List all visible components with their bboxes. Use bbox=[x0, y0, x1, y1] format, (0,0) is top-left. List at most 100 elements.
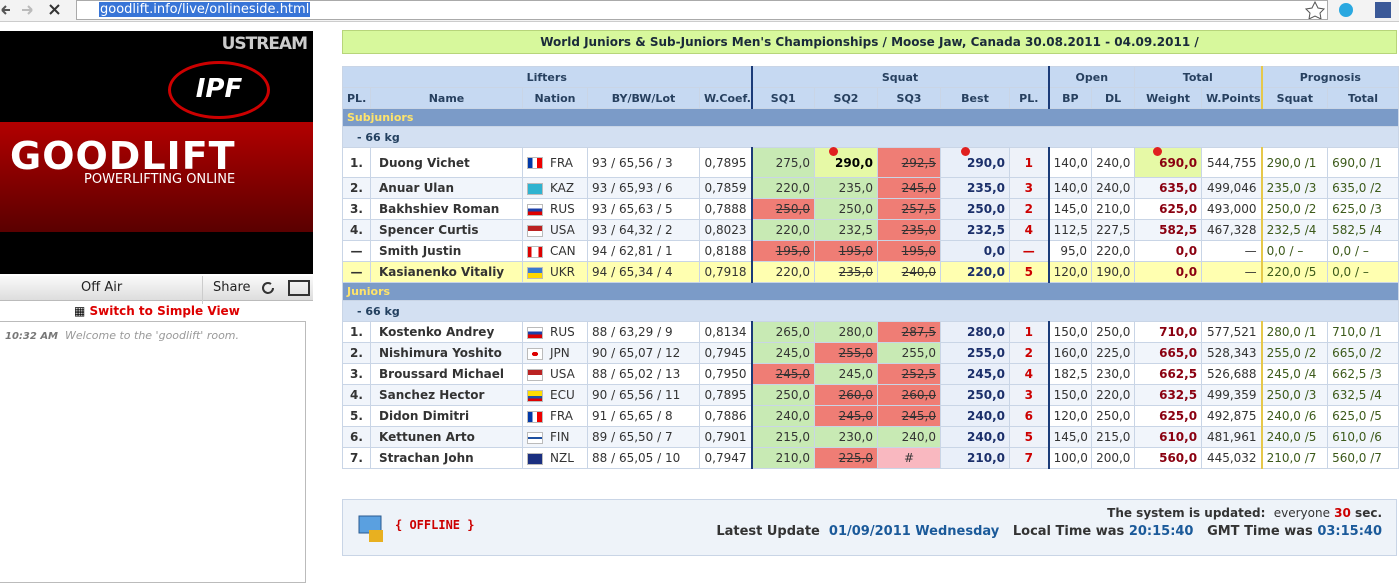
w-coef: 0,7918 bbox=[699, 261, 752, 283]
best-value: 250,0 bbox=[967, 202, 1005, 216]
place: 4. bbox=[342, 219, 371, 241]
squat-place: 3 bbox=[1008, 177, 1050, 199]
w-points: 577,521 bbox=[1201, 321, 1263, 343]
w-coef: 0,7950 bbox=[699, 363, 752, 385]
switch-text[interactable]: Switch to Simple View bbox=[89, 304, 240, 318]
w-points: — bbox=[1201, 261, 1263, 283]
weight-value: 625,0 bbox=[1159, 202, 1198, 216]
prognosis-squat: 250,0 /2 bbox=[1260, 198, 1329, 220]
weight-value: 610,0 bbox=[1159, 430, 1198, 444]
lifter-name: Smith Justin bbox=[370, 240, 523, 262]
lifter-name: Duong Vichet bbox=[370, 147, 523, 178]
prognosis-total: 710,0 /1 bbox=[1327, 321, 1399, 343]
squat-attempt: 260,0 bbox=[814, 384, 878, 406]
deadlift: 250,0 bbox=[1091, 321, 1136, 343]
attempt-value: 280,0 bbox=[838, 325, 873, 339]
flag bbox=[527, 245, 543, 258]
place: — bbox=[342, 240, 371, 262]
squat-attempt: 280,0 bbox=[814, 321, 878, 343]
nation: FRA bbox=[522, 147, 588, 178]
prognosis-total: 690,0 /1 bbox=[1327, 147, 1399, 178]
flag bbox=[527, 389, 543, 402]
address-bar[interactable]: goodlift.info/live/onlineside.html bbox=[76, 0, 1328, 20]
prognosis-total: 625,0 /3 bbox=[1327, 198, 1399, 220]
flag bbox=[527, 368, 543, 381]
place: 6. bbox=[342, 426, 371, 448]
prognosis-squat: 250,0 /3 bbox=[1260, 384, 1329, 406]
total-weight: 632,5 bbox=[1134, 384, 1203, 406]
total-weight: 582,5 bbox=[1134, 219, 1203, 241]
bench-press: 112,5 bbox=[1047, 219, 1093, 241]
gmt-label: GMT Time was bbox=[1207, 524, 1313, 539]
attempt-value: 292,5 bbox=[901, 155, 936, 170]
section-row: Juniors bbox=[341, 282, 1399, 301]
prognosis-total: 665,0 /2 bbox=[1327, 342, 1399, 364]
total-weight: 625,0 bbox=[1134, 405, 1203, 427]
flag bbox=[527, 182, 543, 195]
nation-code: FRA bbox=[550, 409, 573, 423]
column-header: PL. bbox=[342, 87, 371, 109]
attempt-value: 230,0 bbox=[838, 430, 873, 444]
bench-press: 140,0 bbox=[1047, 147, 1093, 178]
url-text[interactable]: goodlift.info/live/onlineside.html bbox=[99, 2, 311, 17]
column-header: PL. bbox=[1008, 87, 1050, 109]
w-coef: 0,7888 bbox=[699, 198, 752, 220]
body-weight-lot: 93 / 65,63 / 5 bbox=[587, 198, 700, 220]
chat-box: 10:32 AM Welcome to the 'goodlift' room. bbox=[0, 321, 306, 583]
squat-attempt: 220,0 bbox=[750, 177, 815, 199]
attempt-value: # bbox=[903, 451, 915, 465]
nation-code: JPN bbox=[550, 346, 570, 360]
best-value: 220,0 bbox=[967, 265, 1005, 279]
attempt-value: 265,0 bbox=[775, 325, 810, 339]
best-value: 250,0 bbox=[967, 388, 1005, 402]
chat-time: 10:32 AM bbox=[5, 331, 59, 342]
squat-attempt: 240,0 bbox=[877, 261, 941, 283]
w-points: 445,032 bbox=[1201, 447, 1263, 469]
lifter-row: — Smith Justin CAN 94 / 62,81 / 1 0,8188 195,… bbox=[342, 240, 1399, 262]
prognosis-squat: 210,0 /7 bbox=[1260, 447, 1329, 469]
best-value: 280,0 bbox=[967, 325, 1005, 339]
nation-code: RUS bbox=[550, 325, 575, 339]
bench-press: 120,0 bbox=[1047, 405, 1093, 427]
squat-attempt: 195,0 bbox=[750, 240, 815, 262]
total-weight: 690,0 bbox=[1134, 146, 1203, 178]
squat-attempt: 245,0 bbox=[814, 405, 878, 427]
ipf-logo: IPF bbox=[168, 61, 270, 119]
lifter-name: Bakhshiev Roman bbox=[370, 198, 523, 220]
flag bbox=[527, 266, 543, 279]
nation: USA bbox=[522, 219, 588, 241]
flag bbox=[527, 157, 543, 169]
attempt-value: 250,0 bbox=[775, 388, 810, 402]
w-points: 492,875 bbox=[1201, 405, 1263, 427]
bench-press: 95,0 bbox=[1047, 240, 1093, 262]
total-weight: 635,0 bbox=[1134, 177, 1203, 199]
deadlift: 227,5 bbox=[1091, 219, 1136, 241]
squat-place: 5 bbox=[1008, 261, 1050, 283]
attempt-value: 245,0 bbox=[901, 409, 936, 423]
w-points: 467,328 bbox=[1201, 219, 1263, 241]
attempt-value: 240,0 bbox=[901, 430, 936, 444]
class-row: - 66 kg bbox=[341, 300, 1399, 322]
column-header: W.Points bbox=[1201, 87, 1263, 109]
weight-value: 0,0 bbox=[1175, 265, 1198, 279]
attempt-value: 257,5 bbox=[901, 202, 936, 216]
deadlift: 230,0 bbox=[1091, 363, 1136, 385]
chat-message: Welcome to the 'goodlift' room. bbox=[65, 329, 240, 342]
prognosis-squat: 220,0 /5 bbox=[1260, 261, 1329, 283]
bench-press: 140,0 bbox=[1047, 177, 1093, 199]
share-button[interactable]: Share bbox=[202, 276, 251, 304]
best-value: 255,0 bbox=[967, 346, 1005, 360]
attempt-value: 240,0 bbox=[775, 409, 810, 423]
w-coef: 0,7895 bbox=[699, 147, 752, 178]
bench-press: 145,0 bbox=[1047, 426, 1093, 448]
w-points: 499,359 bbox=[1201, 384, 1263, 406]
w-coef: 0,7895 bbox=[699, 384, 752, 406]
prognosis-total: 632,5 /4 bbox=[1327, 384, 1399, 406]
switch-view-link[interactable]: ▦ Switch to Simple View bbox=[74, 304, 240, 318]
lifter-name: Sanchez Hector bbox=[370, 384, 523, 406]
record-dot bbox=[961, 146, 971, 156]
player-icons[interactable] bbox=[258, 279, 312, 297]
nation-code: UKR bbox=[550, 265, 575, 279]
squat-attempt: 220,0 bbox=[750, 219, 815, 241]
